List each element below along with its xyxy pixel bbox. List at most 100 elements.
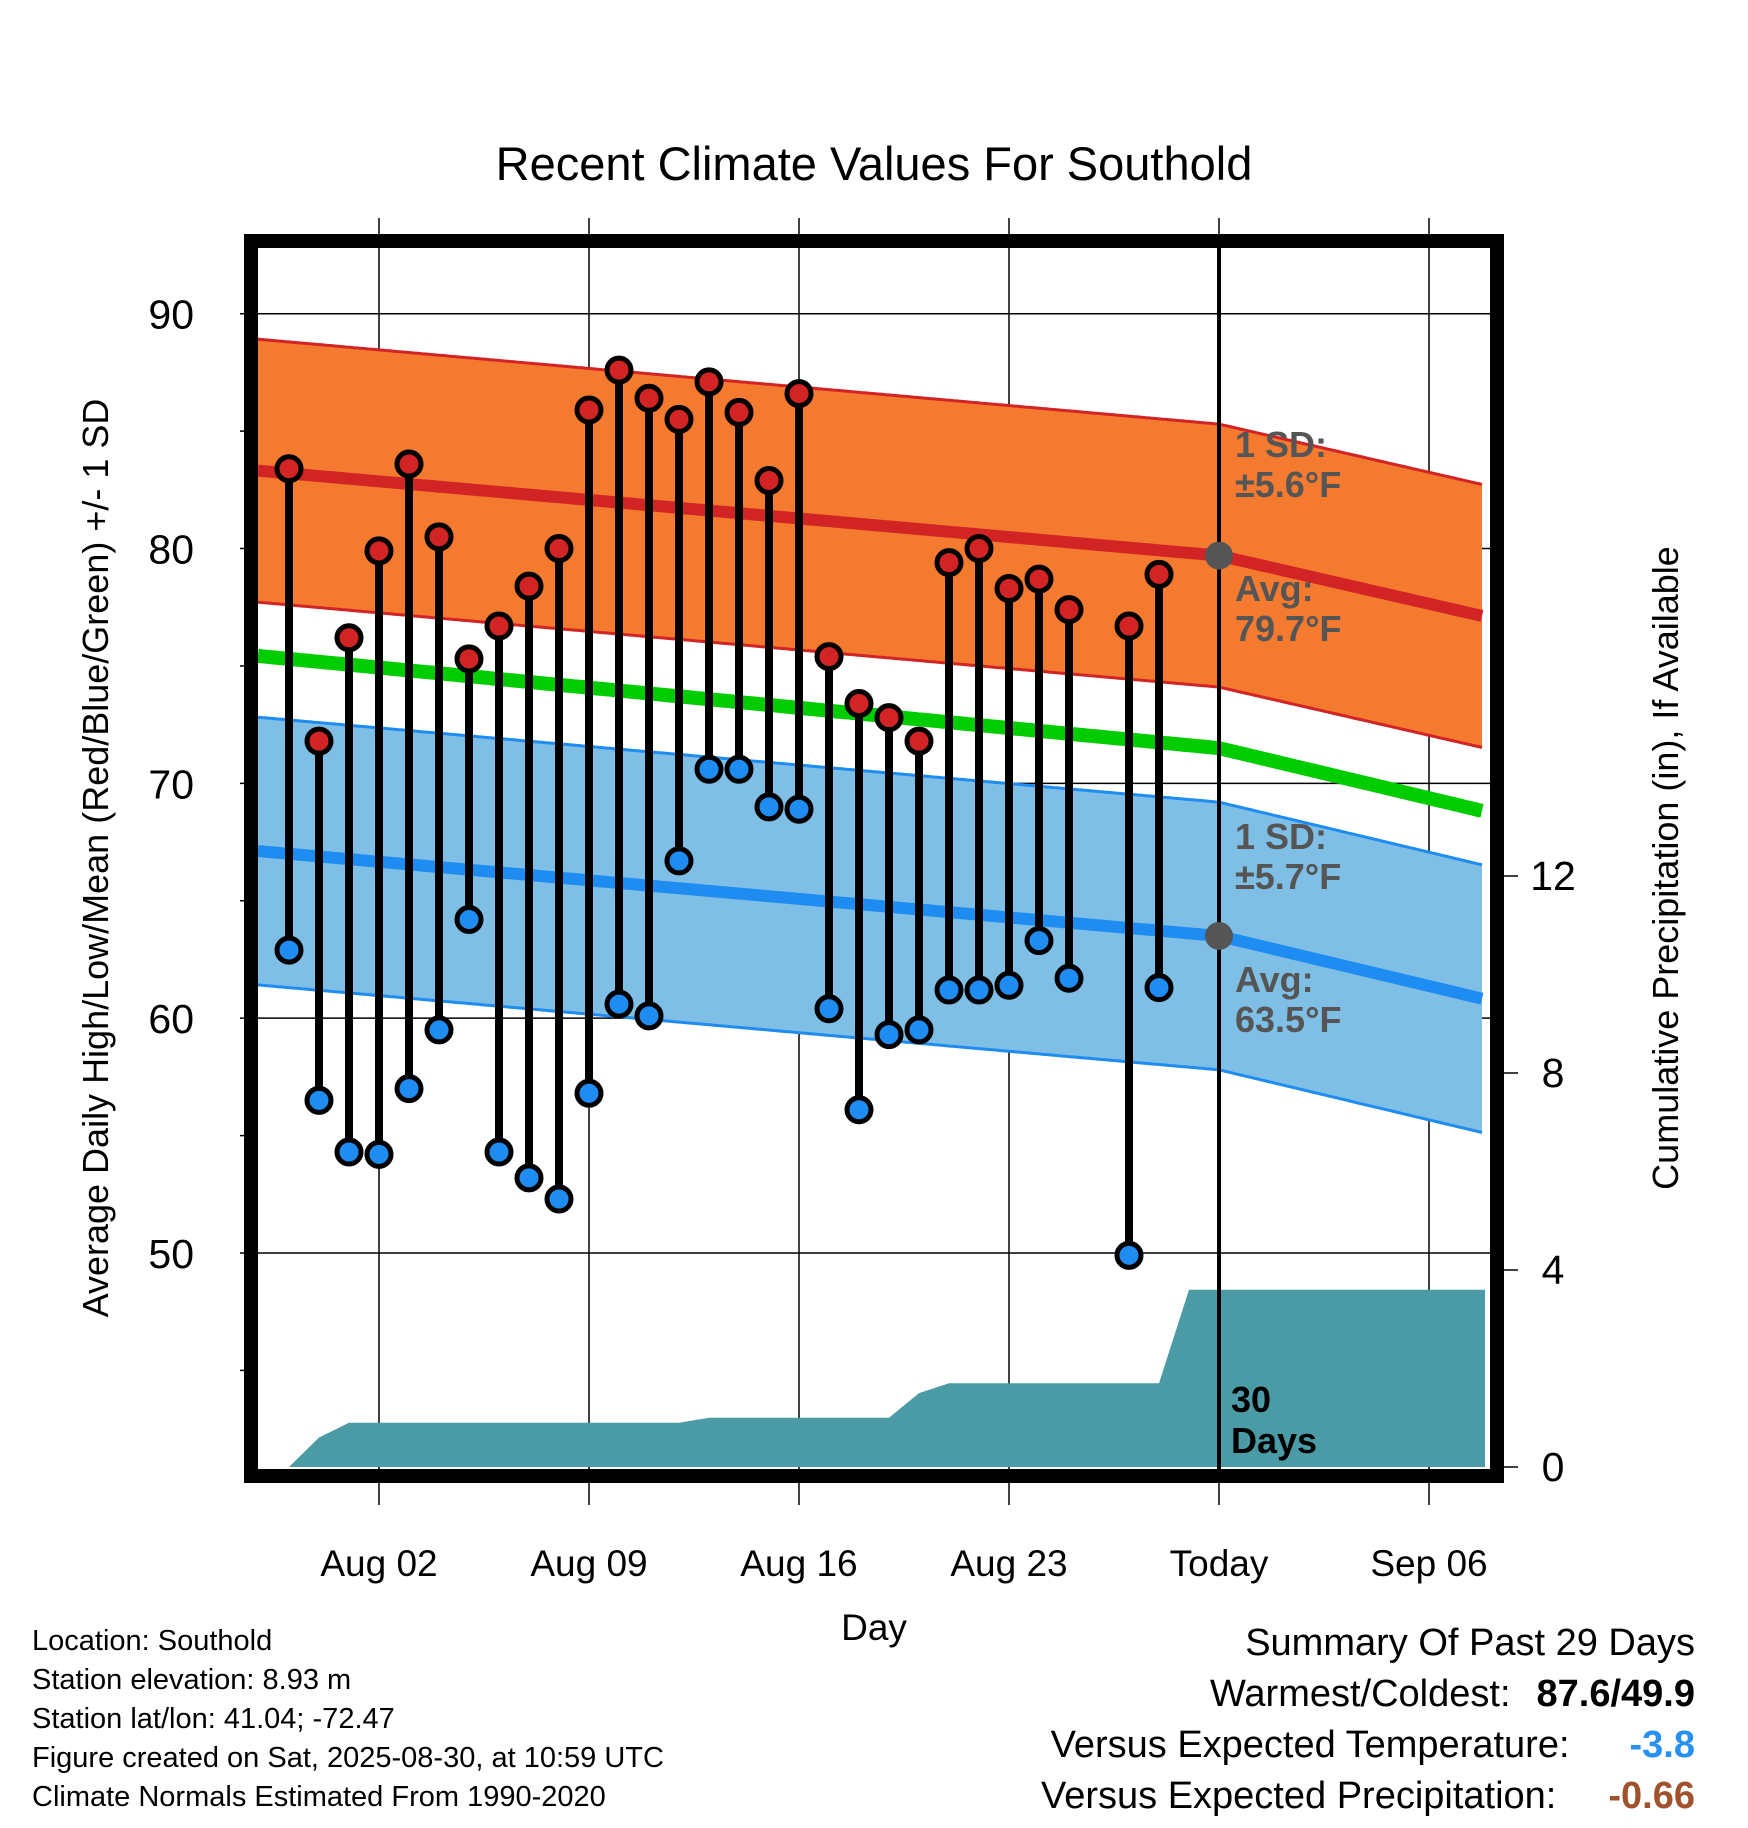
daily-low-point	[604, 989, 634, 1019]
precip-area	[289, 1289, 1485, 1467]
y-tick-label: 50	[148, 1231, 194, 1277]
daily-high-point	[514, 571, 544, 601]
plot-area	[258, 337, 1485, 1467]
precip-label: Versus Expected Precipitation:	[1040, 1775, 1557, 1817]
summary-precip-row: Versus Expected Precipitation: -0.66	[1041, 1771, 1695, 1822]
daily-low-point	[934, 975, 964, 1005]
x-tick-label: Sep 06	[1370, 1543, 1487, 1584]
daily-high-point	[784, 379, 814, 409]
daily-low-point	[454, 905, 484, 935]
high-band-lower	[258, 600, 1483, 749]
plot-frame	[244, 234, 1504, 1483]
daily-low-point	[814, 994, 844, 1024]
temp-label: Versus Expected Temperature:	[1050, 1724, 1570, 1766]
y-axis-label: Average Daily High/Low/Mean (Red/Blue/Gr…	[75, 399, 116, 1318]
daily-low-point	[784, 794, 814, 824]
daily-low-point	[664, 846, 694, 876]
daily-high-point	[304, 726, 334, 756]
daily-high-point	[724, 397, 754, 427]
daily-high-point	[574, 395, 604, 425]
daily-low-point	[964, 975, 994, 1005]
today-high-normal-marker	[1205, 541, 1233, 570]
daily-high-point	[394, 449, 424, 479]
daily-low-point	[364, 1139, 394, 1169]
daily-high-point	[964, 534, 994, 564]
daily-high-point	[1054, 595, 1084, 625]
location-text: Location: Southold	[32, 1625, 273, 1657]
daily-high-point	[364, 536, 394, 566]
summary-panel: Summary Of Past 29 Days Warmest/Coldest:…	[1041, 1618, 1695, 1822]
x-tick-label: Today	[1170, 1543, 1269, 1584]
daily-high-point	[1114, 611, 1144, 641]
warmest-label: Warmest/Coldest:	[1209, 1673, 1511, 1715]
window-label-days: Days	[1231, 1420, 1317, 1461]
latlon-text: Station lat/lon: 41.04; -72.47	[32, 1703, 395, 1735]
daily-low-point	[484, 1137, 514, 1167]
daily-low-point	[1054, 963, 1084, 993]
window-label-number: 30	[1231, 1379, 1271, 1420]
daily-high-point	[694, 367, 724, 397]
y-tick-label: 70	[148, 761, 194, 807]
temp-value: -3.8	[1629, 1724, 1695, 1766]
daily-high-point	[334, 623, 364, 653]
daily-low-point	[1144, 973, 1174, 1003]
daily-low-point	[874, 1020, 904, 1050]
daily-high-point	[934, 548, 964, 578]
x-tick-label: Aug 09	[530, 1543, 647, 1584]
today-low-normal-marker	[1205, 921, 1233, 950]
daily-low-point	[994, 970, 1024, 1000]
daily-low-point	[274, 935, 304, 965]
daily-high-point	[274, 454, 304, 484]
station-info: Location: Southold Station elevation: 8.…	[32, 1622, 664, 1817]
daily-low-point	[754, 792, 784, 822]
x-tick-label: Aug 16	[740, 1543, 857, 1584]
high-sd-value: ±5.6°F	[1235, 464, 1341, 505]
daily-high-point	[454, 644, 484, 674]
low-sd-value: ±5.7°F	[1235, 856, 1341, 897]
high-sd-label: 1 SD:	[1235, 424, 1327, 465]
summary-warmest-row: Warmest/Coldest: 87.6/49.9	[1041, 1669, 1695, 1720]
daily-low-point	[724, 754, 754, 784]
y2-tick-label: 0	[1542, 1444, 1565, 1490]
daily-low-point	[514, 1163, 544, 1193]
low-sd-band	[258, 717, 1482, 1133]
daily-low-point	[1024, 926, 1054, 956]
warmest-value: 87.6/49.9	[1536, 1673, 1695, 1715]
daily-high-point	[754, 465, 784, 495]
daily-low-point	[544, 1184, 574, 1214]
normal-bands	[258, 337, 1484, 1134]
low-band-upper	[258, 715, 1483, 867]
daily-low-point	[334, 1137, 364, 1167]
daily-high-point	[814, 642, 844, 672]
daily-low-point	[634, 1001, 664, 1031]
y2-tick-label: 8	[1542, 1050, 1565, 1096]
summary-title: Summary Of Past 29 Days	[1245, 1622, 1695, 1664]
daily-high-point	[904, 726, 934, 756]
daily-low-point	[424, 1015, 454, 1045]
created-text: Figure created on Sat, 2025-08-30, at 10…	[32, 1742, 664, 1774]
y2-tick-label: 4	[1542, 1247, 1565, 1293]
normal-low-line	[258, 845, 1484, 1005]
daily-low-point	[694, 754, 724, 784]
y2-tick-label: 12	[1530, 853, 1576, 899]
normal-mean-line	[258, 648, 1484, 818]
daily-low-point	[304, 1085, 334, 1115]
high-band-upper	[258, 337, 1483, 486]
precip-layer	[289, 1289, 1485, 1467]
daily-high-point	[994, 573, 1024, 603]
low-avg-label: Avg:	[1235, 959, 1314, 1000]
daily-low-point	[844, 1095, 874, 1125]
daily-high-point	[874, 703, 904, 733]
daily-high-point	[544, 534, 574, 564]
y2-axis-label: Cumulative Precipitation (in), If Availa…	[1645, 546, 1686, 1190]
high-sd-band	[258, 339, 1482, 748]
daily-low-point	[904, 1015, 934, 1045]
axes: 50 60 70 80 90 0 4 8 12 Aug 02 Aug 09 Aug 16 Aug 23 T…	[148, 234, 1576, 1584]
daily-high-point	[484, 611, 514, 641]
precip-value: -0.66	[1608, 1775, 1695, 1817]
x-tick-label: Aug 23	[950, 1543, 1067, 1584]
low-sd-label: 1 SD:	[1235, 816, 1327, 857]
daily-low-point	[1114, 1240, 1144, 1270]
